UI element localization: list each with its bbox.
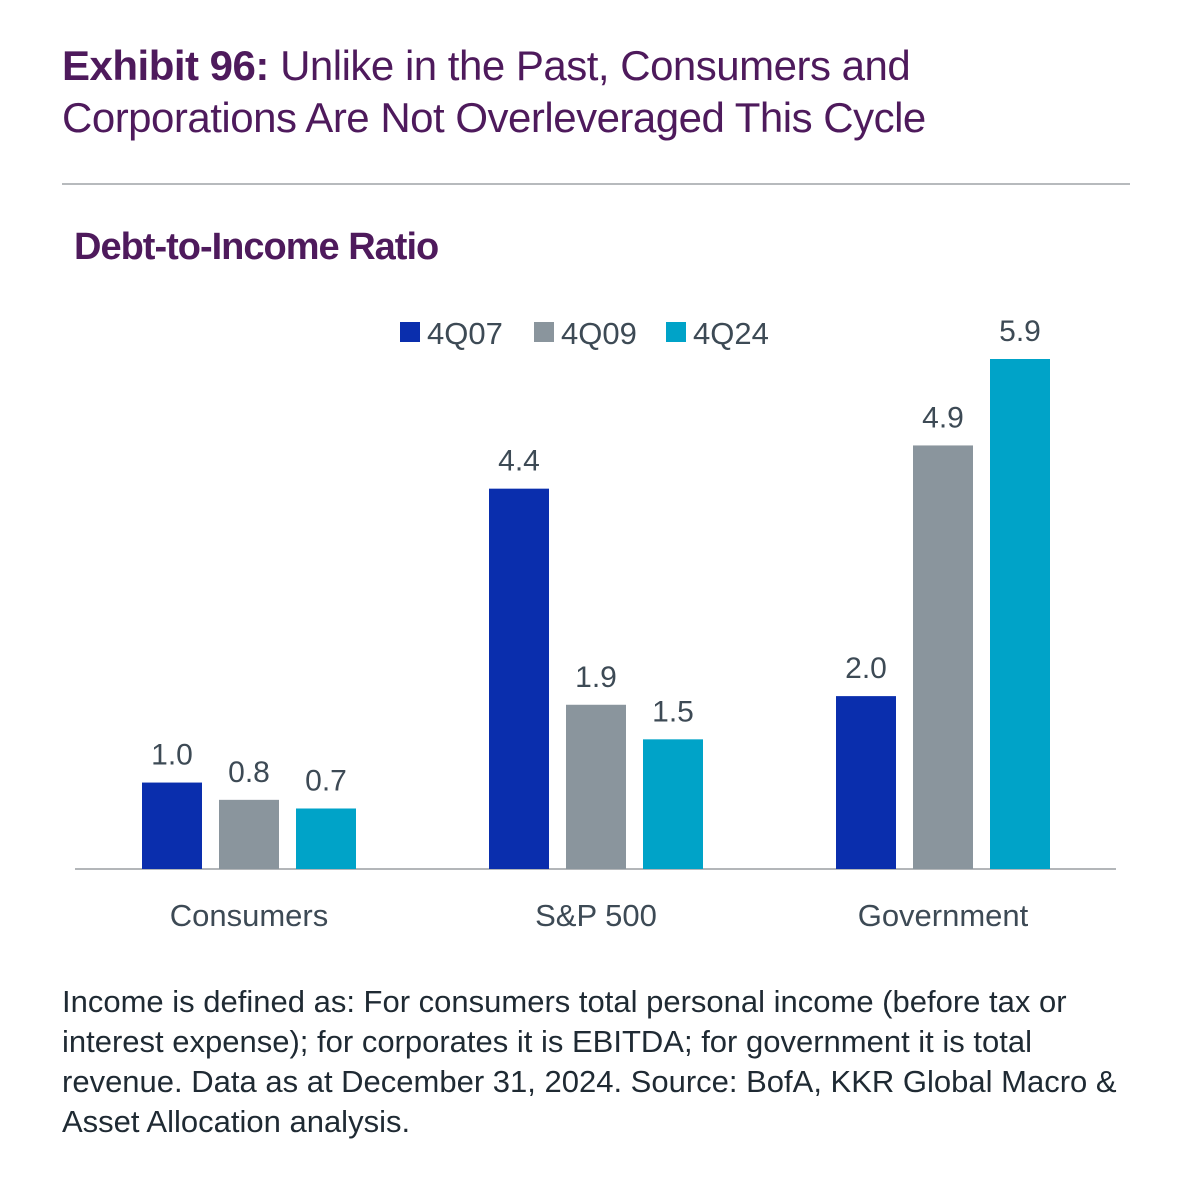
data-label-4q09-2: 4.9 xyxy=(922,401,964,434)
exhibit-title-text: Unlike in the Past, Consumers and Corpor… xyxy=(62,42,926,141)
legend-label-4q07: 4Q07 xyxy=(427,316,503,351)
bar-4q24-1 xyxy=(643,739,703,869)
bar-4q07-0 xyxy=(142,782,202,869)
footnote: Income is defined as: For consumers tota… xyxy=(62,984,1117,1139)
exhibit-title: Exhibit 96: Unlike in the Past, Consumer… xyxy=(62,40,1142,144)
legend-label-4q09: 4Q09 xyxy=(561,316,637,351)
bar-4q09-2 xyxy=(913,445,973,869)
data-label-4q24-2: 5.9 xyxy=(999,315,1041,348)
data-label-4q07-2: 2.0 xyxy=(845,652,887,685)
legend-swatch-4q07 xyxy=(400,322,420,342)
bar-4q07-1 xyxy=(489,488,549,869)
x-tick-label-0: Consumers xyxy=(170,898,329,933)
legend-label-4q24: 4Q24 xyxy=(693,316,769,351)
data-label-4q09-0: 0.8 xyxy=(228,756,270,789)
data-label-4q24-1: 1.5 xyxy=(652,695,694,728)
data-label-4q07-0: 1.0 xyxy=(151,739,193,772)
exhibit-label: Exhibit 96: xyxy=(62,42,269,89)
chart-title: Debt-to-Income Ratio xyxy=(74,226,439,268)
data-label-4q24-0: 0.7 xyxy=(305,764,347,797)
data-label-4q07-1: 4.4 xyxy=(498,445,540,478)
bar-4q24-2 xyxy=(990,359,1050,869)
bar-4q09-0 xyxy=(219,799,279,869)
bar-4q09-1 xyxy=(566,704,626,869)
bar-4q24-0 xyxy=(296,808,356,869)
title-divider xyxy=(62,183,1130,185)
x-tick-label-1: S&P 500 xyxy=(535,898,657,933)
legend-swatch-4q24 xyxy=(666,322,686,342)
bar-4q07-2 xyxy=(836,696,896,869)
legend-swatch-4q09 xyxy=(534,322,554,342)
x-tick-label-2: Government xyxy=(858,898,1029,933)
data-label-4q09-1: 1.9 xyxy=(575,661,617,694)
